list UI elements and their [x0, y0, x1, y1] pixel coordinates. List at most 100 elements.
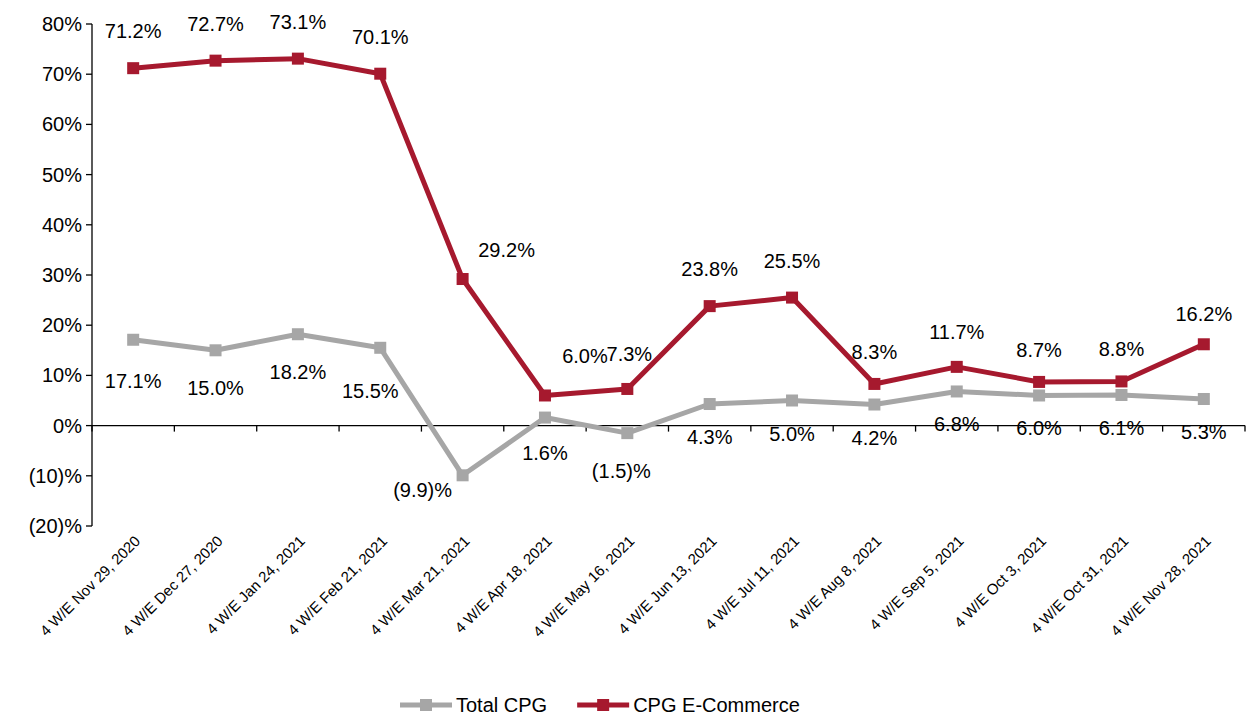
data-label: 5.0%	[769, 423, 815, 445]
series-marker	[292, 53, 304, 65]
series-marker	[1115, 389, 1127, 401]
data-label: 23.8%	[681, 258, 738, 280]
legend-marker	[597, 699, 609, 711]
series-marker	[1198, 393, 1210, 405]
data-label: 8.7%	[1016, 339, 1062, 361]
data-label: 16.2%	[1175, 303, 1232, 325]
series-marker	[868, 378, 880, 390]
series-marker	[621, 383, 633, 395]
data-label: 71.2%	[105, 20, 162, 42]
legend-label: Total CPG	[456, 694, 547, 716]
plot-area	[127, 53, 1210, 482]
series-marker	[621, 427, 633, 439]
data-label: 7.3%	[607, 343, 653, 365]
series-marker	[951, 385, 963, 397]
series-marker	[210, 344, 222, 356]
y-tick-label: 10%	[42, 364, 82, 386]
data-label: 6.1%	[1099, 417, 1145, 439]
data-label: (1.5)%	[592, 460, 651, 482]
series-marker	[1033, 389, 1045, 401]
series-marker	[127, 334, 139, 346]
data-label: 15.5%	[342, 380, 399, 402]
data-label: 72.7%	[187, 13, 244, 35]
y-tick-label: 30%	[42, 264, 82, 286]
y-tick	[86, 224, 92, 225]
data-label: 25.5%	[764, 250, 821, 272]
series-marker	[868, 399, 880, 411]
data-label: (9.9)%	[393, 479, 452, 501]
y-tick-label: 50%	[42, 164, 82, 186]
y-tick-label: 70%	[42, 63, 82, 85]
data-label: 17.1%	[105, 370, 162, 392]
x-tick	[91, 426, 92, 432]
data-label: 29.2%	[478, 239, 535, 261]
data-label: 8.3%	[852, 341, 898, 363]
y-tick	[86, 174, 92, 175]
data-label: 18.2%	[270, 361, 327, 383]
y-tick	[86, 23, 92, 24]
x-tick	[1162, 426, 1163, 432]
data-label: 5.3%	[1181, 421, 1227, 443]
series-marker	[127, 62, 139, 74]
x-tick	[174, 426, 175, 432]
data-label: 6.0%	[562, 345, 608, 367]
series-marker	[786, 292, 798, 304]
y-tick	[86, 425, 92, 426]
x-tick	[750, 426, 751, 432]
x-tick	[338, 426, 339, 432]
x-tick	[668, 426, 669, 432]
y-tick-label: 0%	[53, 415, 82, 437]
x-tick-label: 4 W/E Nov 28, 2021	[1107, 532, 1214, 639]
series-marker	[539, 412, 551, 424]
data-label: 6.0%	[1016, 417, 1062, 439]
legend: Total CPG CPG E-Commerce	[400, 694, 800, 716]
y-tick-label: 80%	[42, 13, 82, 35]
series-marker	[786, 395, 798, 407]
data-label: 4.2%	[852, 427, 898, 449]
y-tick	[86, 274, 92, 275]
series-marker	[704, 300, 716, 312]
series-marker	[539, 389, 551, 401]
series-marker	[1115, 375, 1127, 387]
data-label: 11.7%	[929, 321, 984, 343]
data-label: 15.0%	[187, 377, 244, 399]
y-tick	[86, 325, 92, 326]
x-tick	[833, 426, 834, 432]
series-marker	[704, 398, 716, 410]
chart: (20)% (10)% 0% 10% 20% 30% 40% 50% 60% 70% 80% 4 W/…	[0, 0, 1251, 727]
data-label: 1.6%	[522, 442, 568, 464]
x-tick	[503, 426, 504, 432]
y-tick-label: 60%	[42, 113, 82, 135]
x-tick	[421, 426, 422, 432]
x-tick	[997, 426, 998, 432]
y-tick-label: (10)%	[29, 465, 83, 487]
y-tick	[86, 525, 92, 526]
series-marker	[457, 469, 469, 481]
series-marker	[457, 273, 469, 285]
y-tick	[86, 74, 92, 75]
series-marker	[210, 55, 222, 67]
x-tick	[1244, 426, 1245, 432]
series-line	[133, 59, 1204, 396]
data-label: 8.8%	[1099, 338, 1145, 360]
y-tick-label: 20%	[42, 314, 82, 336]
data-labels: 17.1% 15.0% 18.2% 15.5% (9.9)% 1.6% (1.5)% 4.3%…	[105, 11, 1233, 502]
series-marker	[1033, 376, 1045, 388]
x-tick	[915, 426, 916, 432]
data-label: 4.3%	[687, 426, 733, 448]
legend-label: CPG E-Commerce	[633, 694, 800, 716]
series-marker	[292, 328, 304, 340]
y-tick	[86, 375, 92, 376]
series-marker	[374, 342, 386, 354]
series-marker	[951, 361, 963, 373]
x-tick	[1080, 426, 1081, 432]
y-tick-label: (20)%	[29, 515, 83, 537]
series-line	[133, 334, 1204, 475]
y-tick	[86, 124, 92, 125]
data-label: 73.1%	[270, 11, 327, 33]
y-tick-label: 40%	[42, 214, 82, 236]
series-marker	[374, 68, 386, 80]
data-label: 70.1%	[352, 26, 409, 48]
legend-marker	[420, 699, 432, 711]
series-marker	[1198, 338, 1210, 350]
